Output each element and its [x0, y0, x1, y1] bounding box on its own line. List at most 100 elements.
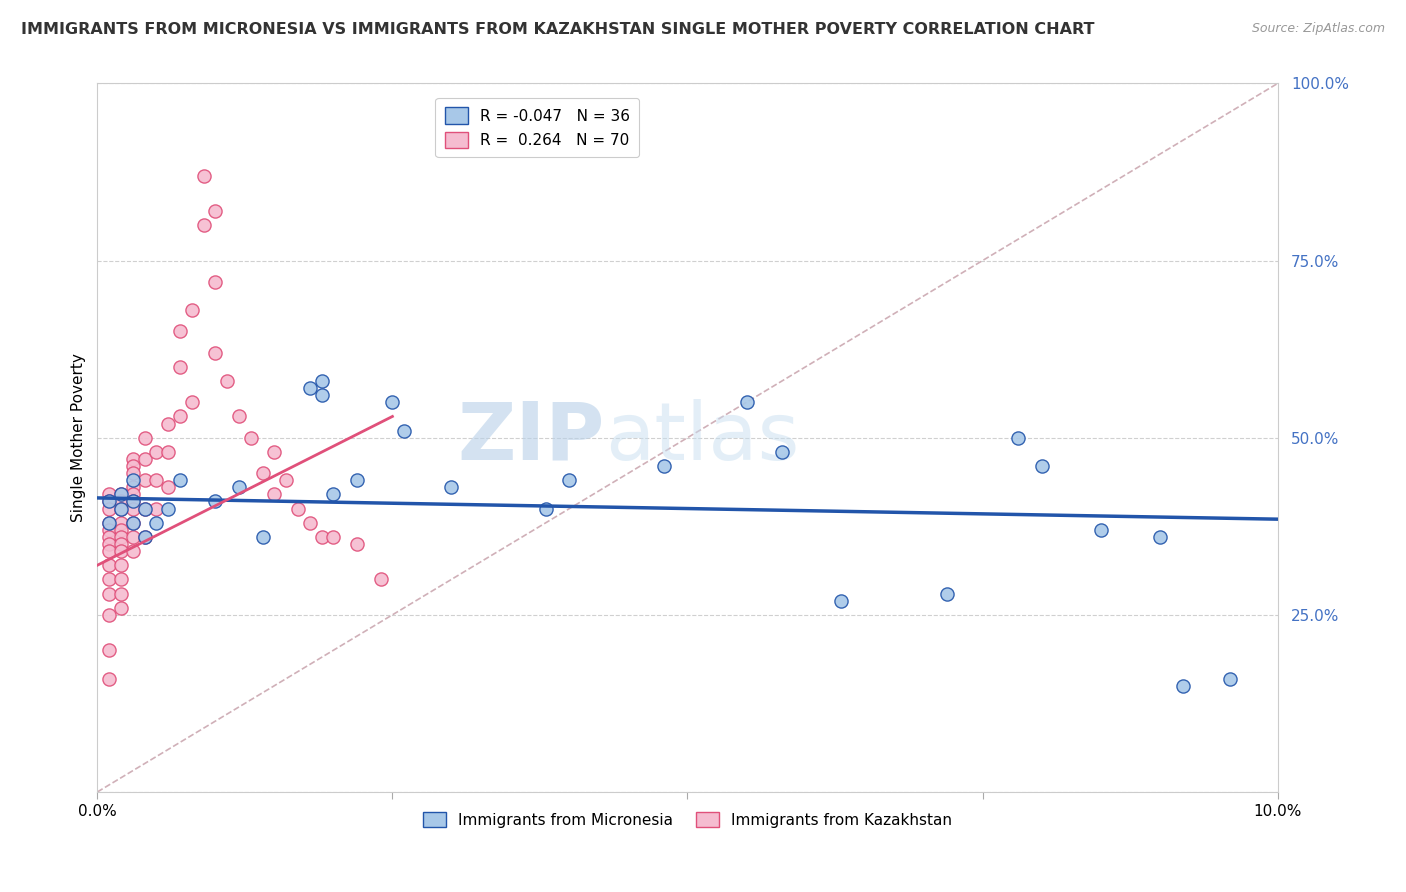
- Point: [98, 494, 121, 508]
- Point: [204, 494, 226, 508]
- Point: [110, 573, 132, 587]
- Point: [193, 218, 215, 232]
- Legend: Immigrants from Micronesia, Immigrants from Kazakhstan: Immigrants from Micronesia, Immigrants f…: [416, 805, 959, 834]
- Y-axis label: Single Mother Poverty: Single Mother Poverty: [72, 353, 86, 522]
- Point: [204, 345, 226, 359]
- Point: [204, 204, 226, 219]
- Point: [145, 516, 167, 530]
- Point: [110, 494, 132, 508]
- Point: [157, 501, 180, 516]
- Point: [217, 374, 239, 388]
- Point: [311, 374, 333, 388]
- Point: [121, 473, 143, 487]
- Text: atlas: atlas: [605, 399, 799, 476]
- Point: [1149, 530, 1171, 544]
- Point: [298, 381, 321, 395]
- Point: [110, 558, 132, 573]
- Point: [110, 523, 132, 537]
- Point: [110, 530, 132, 544]
- Point: [98, 523, 121, 537]
- Point: [110, 501, 132, 516]
- Point: [1007, 431, 1029, 445]
- Point: [534, 501, 557, 516]
- Point: [110, 516, 132, 530]
- Point: [311, 530, 333, 544]
- Point: [98, 643, 121, 657]
- Point: [180, 395, 202, 409]
- Point: [830, 593, 852, 607]
- Point: [98, 487, 121, 501]
- Point: [110, 544, 132, 558]
- Point: [121, 452, 143, 467]
- Point: [110, 487, 132, 501]
- Point: [936, 586, 959, 600]
- Point: [121, 501, 143, 516]
- Point: [228, 480, 250, 494]
- Point: [311, 388, 333, 402]
- Point: [252, 466, 274, 480]
- Point: [98, 558, 121, 573]
- Point: [558, 473, 581, 487]
- Point: [157, 445, 180, 459]
- Point: [287, 501, 309, 516]
- Point: [204, 275, 226, 289]
- Point: [157, 480, 180, 494]
- Point: [98, 516, 121, 530]
- Point: [180, 303, 202, 318]
- Point: [145, 501, 167, 516]
- Point: [169, 325, 191, 339]
- Point: [121, 516, 143, 530]
- Point: [322, 487, 344, 501]
- Point: [134, 431, 156, 445]
- Point: [98, 537, 121, 551]
- Point: [770, 445, 793, 459]
- Point: [110, 537, 132, 551]
- Point: [169, 409, 191, 424]
- Point: [110, 501, 132, 516]
- Point: [346, 537, 368, 551]
- Point: [298, 516, 321, 530]
- Point: [276, 473, 298, 487]
- Point: [134, 530, 156, 544]
- Point: [134, 473, 156, 487]
- Text: Source: ZipAtlas.com: Source: ZipAtlas.com: [1251, 22, 1385, 36]
- Point: [145, 445, 167, 459]
- Point: [98, 544, 121, 558]
- Point: [134, 501, 156, 516]
- Point: [110, 586, 132, 600]
- Point: [121, 530, 143, 544]
- Point: [121, 480, 143, 494]
- Point: [121, 466, 143, 480]
- Point: [134, 452, 156, 467]
- Point: [193, 169, 215, 183]
- Point: [263, 445, 285, 459]
- Point: [652, 458, 675, 473]
- Point: [121, 458, 143, 473]
- Point: [263, 487, 285, 501]
- Point: [98, 530, 121, 544]
- Point: [440, 480, 463, 494]
- Point: [98, 494, 121, 508]
- Point: [98, 607, 121, 622]
- Point: [1031, 458, 1053, 473]
- Text: IMMIGRANTS FROM MICRONESIA VS IMMIGRANTS FROM KAZAKHSTAN SINGLE MOTHER POVERTY C: IMMIGRANTS FROM MICRONESIA VS IMMIGRANTS…: [21, 22, 1095, 37]
- Point: [322, 530, 344, 544]
- Point: [169, 359, 191, 374]
- Point: [392, 424, 415, 438]
- Point: [98, 573, 121, 587]
- Point: [121, 494, 143, 508]
- Point: [346, 473, 368, 487]
- Point: [121, 544, 143, 558]
- Point: [134, 501, 156, 516]
- Point: [169, 473, 191, 487]
- Point: [145, 473, 167, 487]
- Point: [228, 409, 250, 424]
- Point: [121, 494, 143, 508]
- Text: ZIP: ZIP: [457, 399, 605, 476]
- Point: [98, 672, 121, 686]
- Point: [110, 600, 132, 615]
- Point: [98, 516, 121, 530]
- Point: [239, 431, 262, 445]
- Point: [121, 516, 143, 530]
- Point: [735, 395, 758, 409]
